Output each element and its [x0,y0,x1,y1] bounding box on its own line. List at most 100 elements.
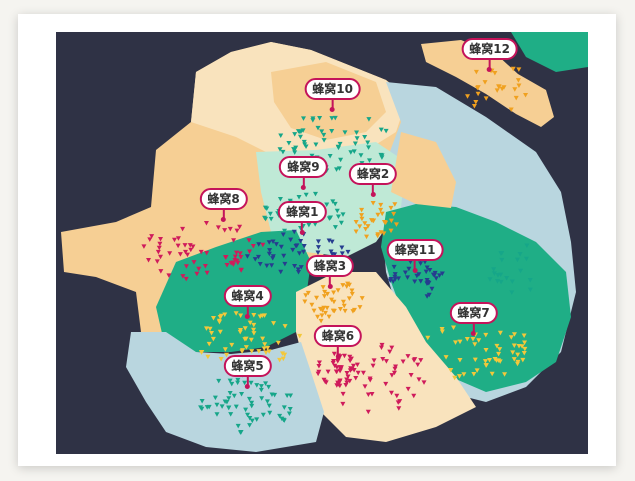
cell-marker [344,284,350,289]
cell-marker [357,305,363,310]
cell-marker [238,267,244,273]
cell-marker [249,418,255,424]
cluster-pin[interactable]: 蜂窝12 [461,38,518,73]
cell-marker [527,278,533,283]
cell-marker [334,369,340,375]
pin-dot [300,185,306,191]
cell-marker [522,346,528,352]
cell-marker [249,400,255,406]
cluster-pin[interactable]: 蜂窝3 [305,255,355,290]
cell-marker [303,293,309,298]
cell-marker [520,357,526,363]
cell-marker [171,237,177,243]
cell-marker [519,344,525,349]
cell-marker [326,238,332,243]
cell-marker [395,400,401,405]
cell-marker [258,387,264,393]
cell-marker [456,374,462,379]
cell-marker [315,125,321,131]
cell-marker [324,291,330,297]
cell-marker [237,251,243,256]
cell-marker [366,117,372,122]
cell-marker [154,259,160,264]
cell-marker [429,286,435,292]
cluster-pin[interactable]: 蜂窝7 [449,301,498,336]
cell-marker [224,399,230,405]
cell-marker [491,271,497,276]
cluster-pin[interactable]: 蜂窝8 [199,187,248,222]
pin-tail [301,222,304,231]
cell-marker [216,318,222,324]
cell-marker [483,96,489,101]
cluster-pin[interactable]: 蜂窝6 [313,325,363,360]
cluster-pin[interactable]: 蜂窝2 [348,162,398,197]
cell-marker [222,347,228,352]
cell-marker [348,150,354,155]
cell-marker [254,383,260,388]
cell-marker [328,249,334,254]
cell-marker [212,395,218,401]
cell-marker [365,224,371,229]
cell-marker [491,267,497,272]
cell-marker [402,270,408,275]
cell-marker [332,363,338,369]
cell-marker [183,276,189,282]
cell-marker [334,365,340,370]
cell-marker [487,357,493,363]
cell-marker [331,351,337,357]
cell-marker [270,256,276,261]
cell-marker [266,403,272,409]
cell-marker [366,145,372,150]
pin-dot [471,330,477,336]
cell-marker [359,207,365,213]
cell-marker [344,371,350,376]
cell-marker [287,407,293,412]
cell-marker [238,327,244,333]
cell-marker [278,269,284,275]
cluster-pin[interactable]: 蜂窝9 [279,156,328,191]
cell-marker [235,377,241,383]
cell-marker [396,276,402,281]
cell-marker [301,139,307,145]
cell-marker [235,260,241,266]
cell-marker [294,243,300,248]
cell-marker [306,222,312,228]
cell-marker [252,257,258,262]
cell-marker [326,314,332,320]
cell-marker [360,370,366,376]
cell-marker [238,313,244,319]
cell-marker [471,104,477,109]
cell-marker [473,99,479,105]
cell-marker [224,262,230,268]
cell-marker [392,272,398,277]
cell-marker [267,211,273,217]
cluster-pin[interactable]: 蜂窝11 [386,238,444,273]
pin-dot [245,313,251,319]
pin-dot [245,383,251,389]
cell-marker [245,412,251,418]
cell-marker [259,396,265,401]
cluster-pin[interactable]: 蜂窝5 [223,354,272,389]
cell-marker [235,380,241,386]
cell-marker [205,354,211,360]
cell-marker [230,260,236,265]
cell-marker [229,381,235,387]
cell-marker [511,357,517,362]
cell-marker [474,368,480,373]
cell-marker [391,264,397,270]
cell-marker [231,393,237,399]
cell-marker [358,153,364,158]
cell-marker [239,391,245,397]
cell-marker [328,215,334,221]
cell-marker [336,166,342,171]
cell-marker [242,326,248,331]
cluster-pin[interactable]: 蜂窝10 [304,78,361,113]
cluster-pin[interactable]: 蜂窝4 [223,284,272,319]
cell-marker [415,362,421,368]
cell-marker [269,392,275,398]
cluster-pin[interactable]: 蜂窝1 [278,200,327,235]
cell-marker [502,372,508,377]
marker-layer [141,66,533,435]
cell-marker [451,325,457,330]
cell-marker [509,290,515,295]
